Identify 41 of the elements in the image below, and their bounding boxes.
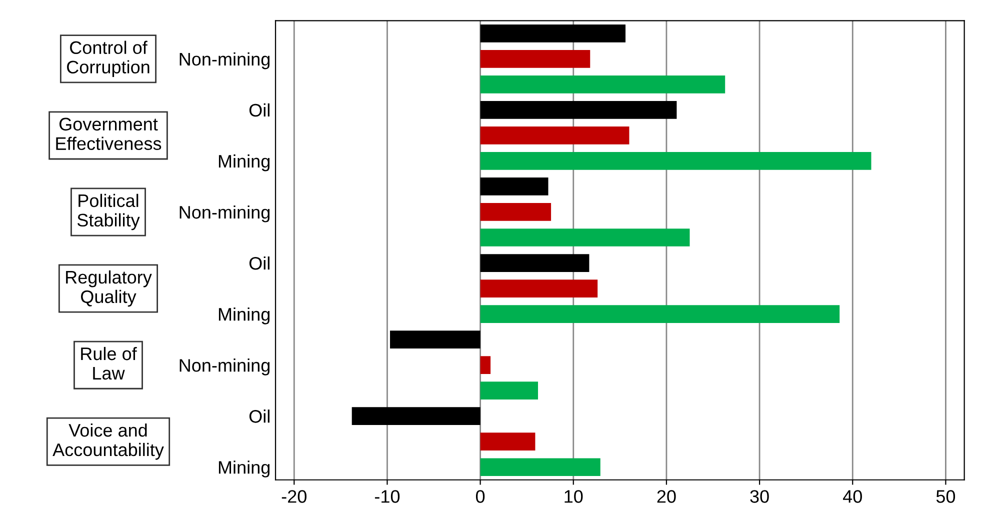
x-tick-label: -10	[374, 490, 400, 503]
x-tick-label: -20	[282, 490, 306, 503]
x-tick-label: 50	[936, 490, 956, 503]
y-tick-label: Mining	[218, 460, 270, 478]
bar	[480, 280, 598, 298]
y-tick-label: Non-mining	[180, 205, 270, 222]
bar	[480, 458, 600, 476]
bar	[480, 24, 626, 42]
bar	[480, 382, 538, 400]
y-tick-label: Non-mining	[180, 358, 270, 376]
x-tick-label: 40	[842, 490, 862, 503]
bar	[480, 50, 590, 68]
text: Control of Corruption	[67, 40, 150, 78]
bar	[480, 126, 630, 144]
y-tick-label: Non-mining	[180, 52, 270, 70]
x-tick-label: 10	[564, 490, 583, 503]
bar	[480, 101, 677, 119]
bar	[480, 356, 491, 374]
y-tick-label: Oil	[249, 256, 270, 270]
y-tick-label: Oil	[249, 410, 270, 423]
x-tick-label: 20	[657, 490, 676, 503]
bar	[480, 432, 536, 451]
bar	[480, 75, 726, 94]
y-tick-label: Oil	[249, 103, 270, 117]
y-tick-label: Mining	[218, 154, 270, 172]
bar	[480, 203, 552, 221]
text: Voice and Accountability	[52, 423, 164, 460]
bar	[352, 407, 480, 426]
y-tick-label: Mining	[218, 308, 270, 324]
x-tick-label: 30	[750, 490, 769, 503]
text: Regulatory Quality	[66, 270, 152, 307]
bar	[480, 254, 590, 272]
text: Government Effectiveness	[56, 118, 162, 150]
text: Rule of Law	[81, 346, 137, 380]
bar	[480, 305, 840, 323]
bar	[480, 228, 690, 246]
bar	[480, 152, 872, 170]
bar	[390, 330, 480, 348]
text: Political Stability	[77, 194, 140, 230]
bar	[480, 178, 548, 196]
x-tick-label: 0	[476, 490, 485, 503]
